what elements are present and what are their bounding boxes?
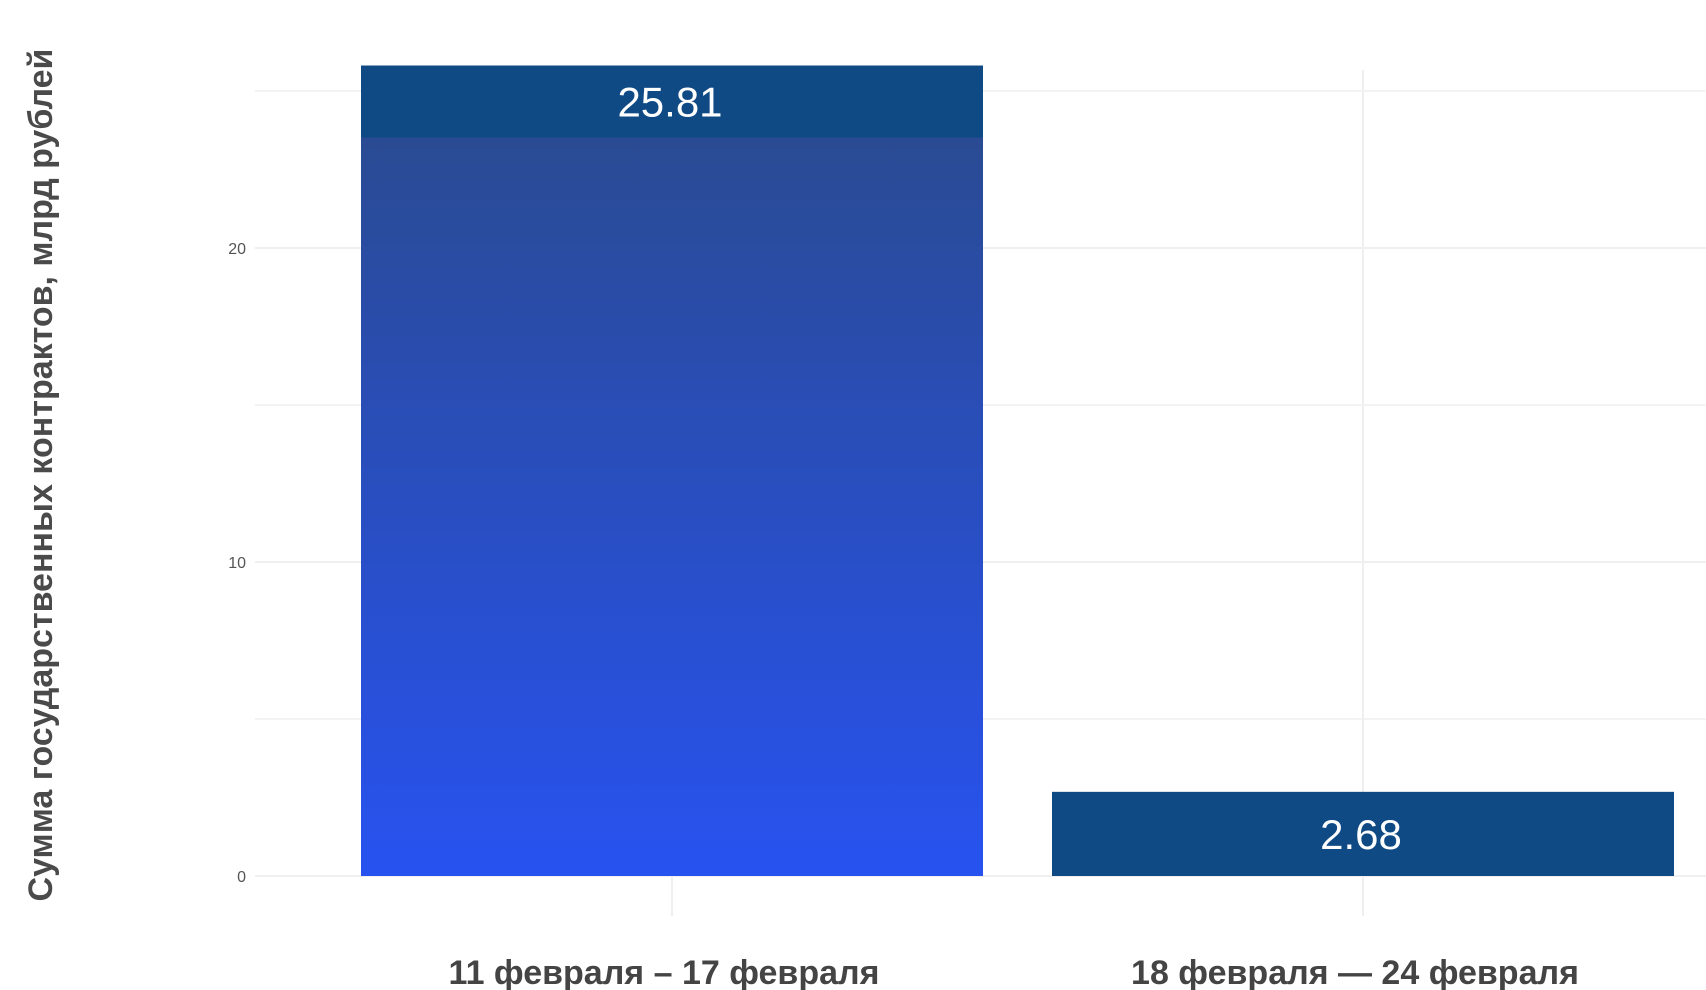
bar-label-band bbox=[361, 65, 983, 138]
y-tick-label: 0 bbox=[237, 869, 246, 886]
data-labels: 25.81 2.68 bbox=[617, 79, 1401, 858]
bar bbox=[361, 65, 983, 877]
data-label: 25.81 bbox=[617, 79, 722, 126]
bars bbox=[361, 65, 1674, 877]
x-axis-categories: 11 февраля – 17 февраля 18 февраля — 24 ф… bbox=[449, 954, 1579, 990]
y-axis-title: Сумма государственных контрактов, млрд р… bbox=[22, 49, 60, 902]
y-axis-ticks: 0 10 20 bbox=[228, 241, 246, 886]
y-tick-label: 10 bbox=[228, 555, 246, 572]
data-label: 2.68 bbox=[1320, 811, 1402, 858]
x-category-label: 11 февраля – 17 февраля bbox=[449, 954, 880, 990]
x-category-label: 18 февраля — 24 февраля bbox=[1131, 954, 1579, 990]
y-tick-label: 20 bbox=[228, 241, 246, 258]
bar bbox=[1052, 791, 1674, 876]
